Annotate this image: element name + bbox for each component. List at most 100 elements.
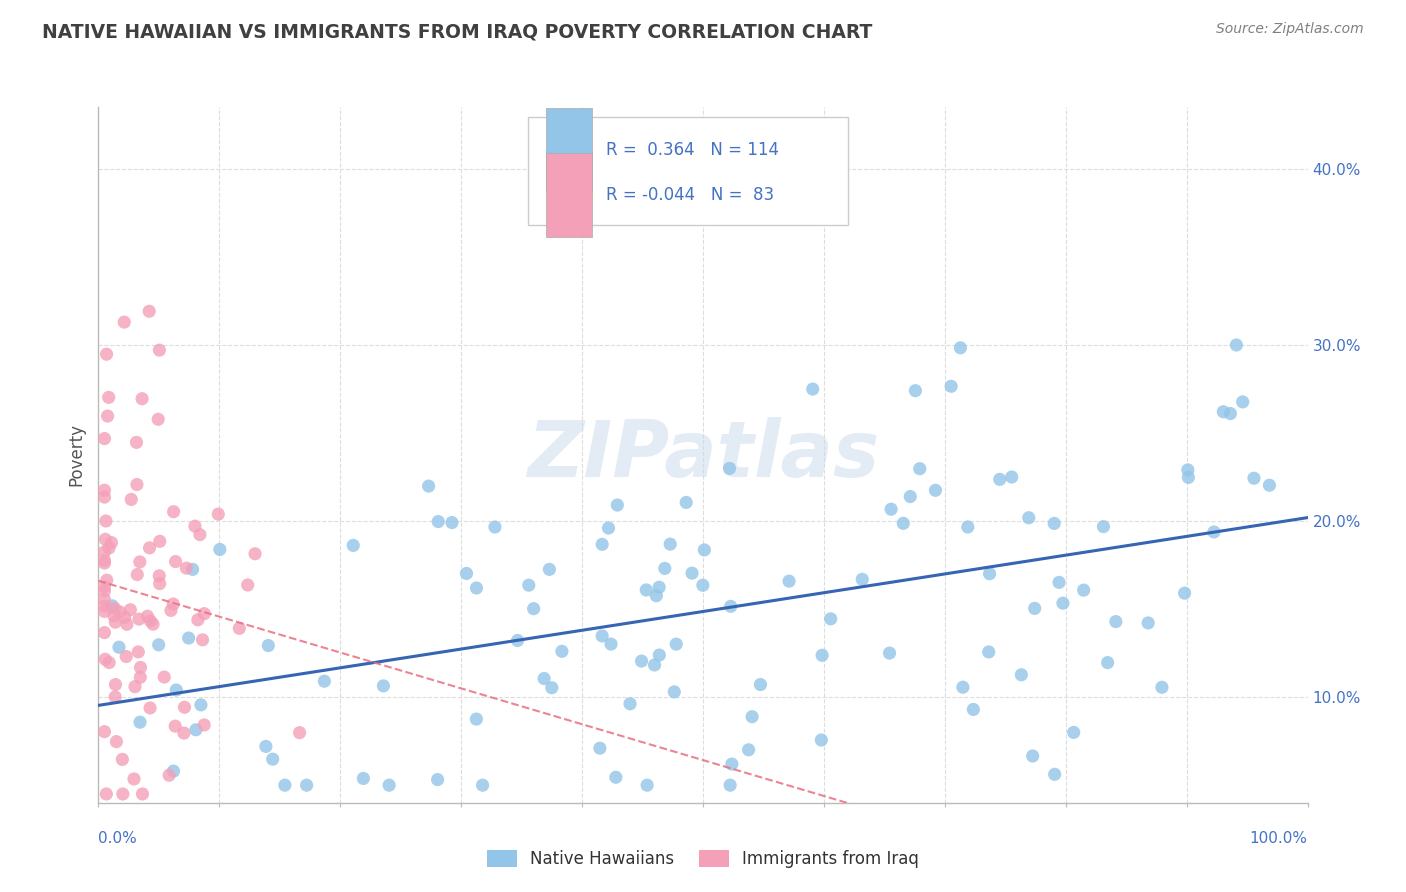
Y-axis label: Poverty: Poverty — [67, 424, 86, 486]
Point — [149, 534, 172, 549]
Point — [1232, 395, 1254, 409]
Point — [128, 612, 150, 626]
Point — [127, 567, 149, 582]
Point — [208, 542, 231, 557]
Point — [1243, 471, 1265, 485]
Point — [778, 574, 800, 589]
Point — [93, 553, 115, 567]
Point — [465, 581, 488, 595]
Point — [1202, 524, 1225, 539]
Point — [426, 772, 449, 787]
Point — [538, 562, 561, 576]
Point — [148, 638, 170, 652]
Point — [1018, 510, 1040, 524]
Point — [139, 614, 162, 628]
Point — [104, 677, 127, 691]
Point — [108, 640, 131, 655]
Point — [644, 657, 666, 672]
Point — [737, 743, 759, 757]
Point — [162, 764, 184, 778]
Point — [1047, 575, 1070, 590]
Point — [105, 734, 128, 748]
Point — [97, 390, 120, 404]
Point — [112, 315, 135, 329]
Point — [517, 578, 540, 592]
Point — [93, 604, 115, 618]
Point — [115, 617, 138, 632]
Point — [93, 545, 115, 559]
Point — [100, 535, 122, 549]
Point — [111, 752, 134, 766]
Point — [148, 412, 170, 426]
Point — [1052, 596, 1074, 610]
Point — [108, 605, 131, 619]
Point — [228, 621, 250, 635]
Point — [440, 516, 463, 530]
Point — [193, 718, 215, 732]
Point — [94, 533, 117, 547]
Point — [93, 490, 115, 504]
Point — [157, 768, 180, 782]
Point — [1258, 478, 1281, 492]
Point — [718, 778, 741, 792]
Point — [600, 637, 623, 651]
Point — [93, 580, 115, 594]
Point — [1174, 586, 1197, 600]
Point — [427, 515, 450, 529]
Point — [456, 566, 478, 581]
Point — [484, 520, 506, 534]
Point — [93, 724, 115, 739]
Point — [101, 599, 124, 613]
Point — [1024, 601, 1046, 615]
Point — [506, 633, 529, 648]
Point — [1137, 615, 1160, 630]
FancyBboxPatch shape — [527, 118, 848, 226]
Point — [851, 572, 873, 586]
Point — [138, 304, 160, 318]
Point — [262, 752, 284, 766]
Point — [165, 719, 187, 733]
Point — [551, 644, 574, 658]
Point — [122, 772, 145, 786]
Point — [721, 757, 744, 772]
Point — [93, 583, 115, 598]
Point — [352, 772, 374, 786]
Text: 100.0%: 100.0% — [1250, 830, 1308, 846]
Point — [93, 592, 115, 607]
Point — [94, 514, 117, 528]
Point — [139, 701, 162, 715]
Point — [153, 670, 176, 684]
Point — [191, 632, 214, 647]
Point — [125, 477, 148, 491]
Point — [124, 680, 146, 694]
Point — [952, 680, 974, 694]
Point — [127, 645, 149, 659]
Point — [619, 697, 641, 711]
Point — [636, 778, 658, 792]
Point — [664, 685, 686, 699]
Point — [257, 639, 280, 653]
Point — [924, 483, 946, 498]
Point — [148, 343, 170, 358]
Point — [1219, 407, 1241, 421]
Point — [749, 677, 772, 691]
Point — [692, 578, 714, 592]
Point — [131, 787, 153, 801]
Point — [125, 435, 148, 450]
Point — [111, 787, 134, 801]
Point — [128, 555, 150, 569]
Point — [94, 652, 117, 666]
Point — [173, 726, 195, 740]
Point — [1010, 667, 1032, 681]
Point — [160, 603, 183, 617]
Point — [93, 625, 115, 640]
Point — [1073, 583, 1095, 598]
Point — [675, 495, 697, 509]
Point — [879, 646, 901, 660]
Point — [104, 690, 127, 704]
Text: Source: ZipAtlas.com: Source: ZipAtlas.com — [1216, 22, 1364, 37]
Point — [540, 681, 562, 695]
Point — [129, 660, 152, 674]
Point — [96, 573, 118, 587]
Point — [98, 656, 121, 670]
